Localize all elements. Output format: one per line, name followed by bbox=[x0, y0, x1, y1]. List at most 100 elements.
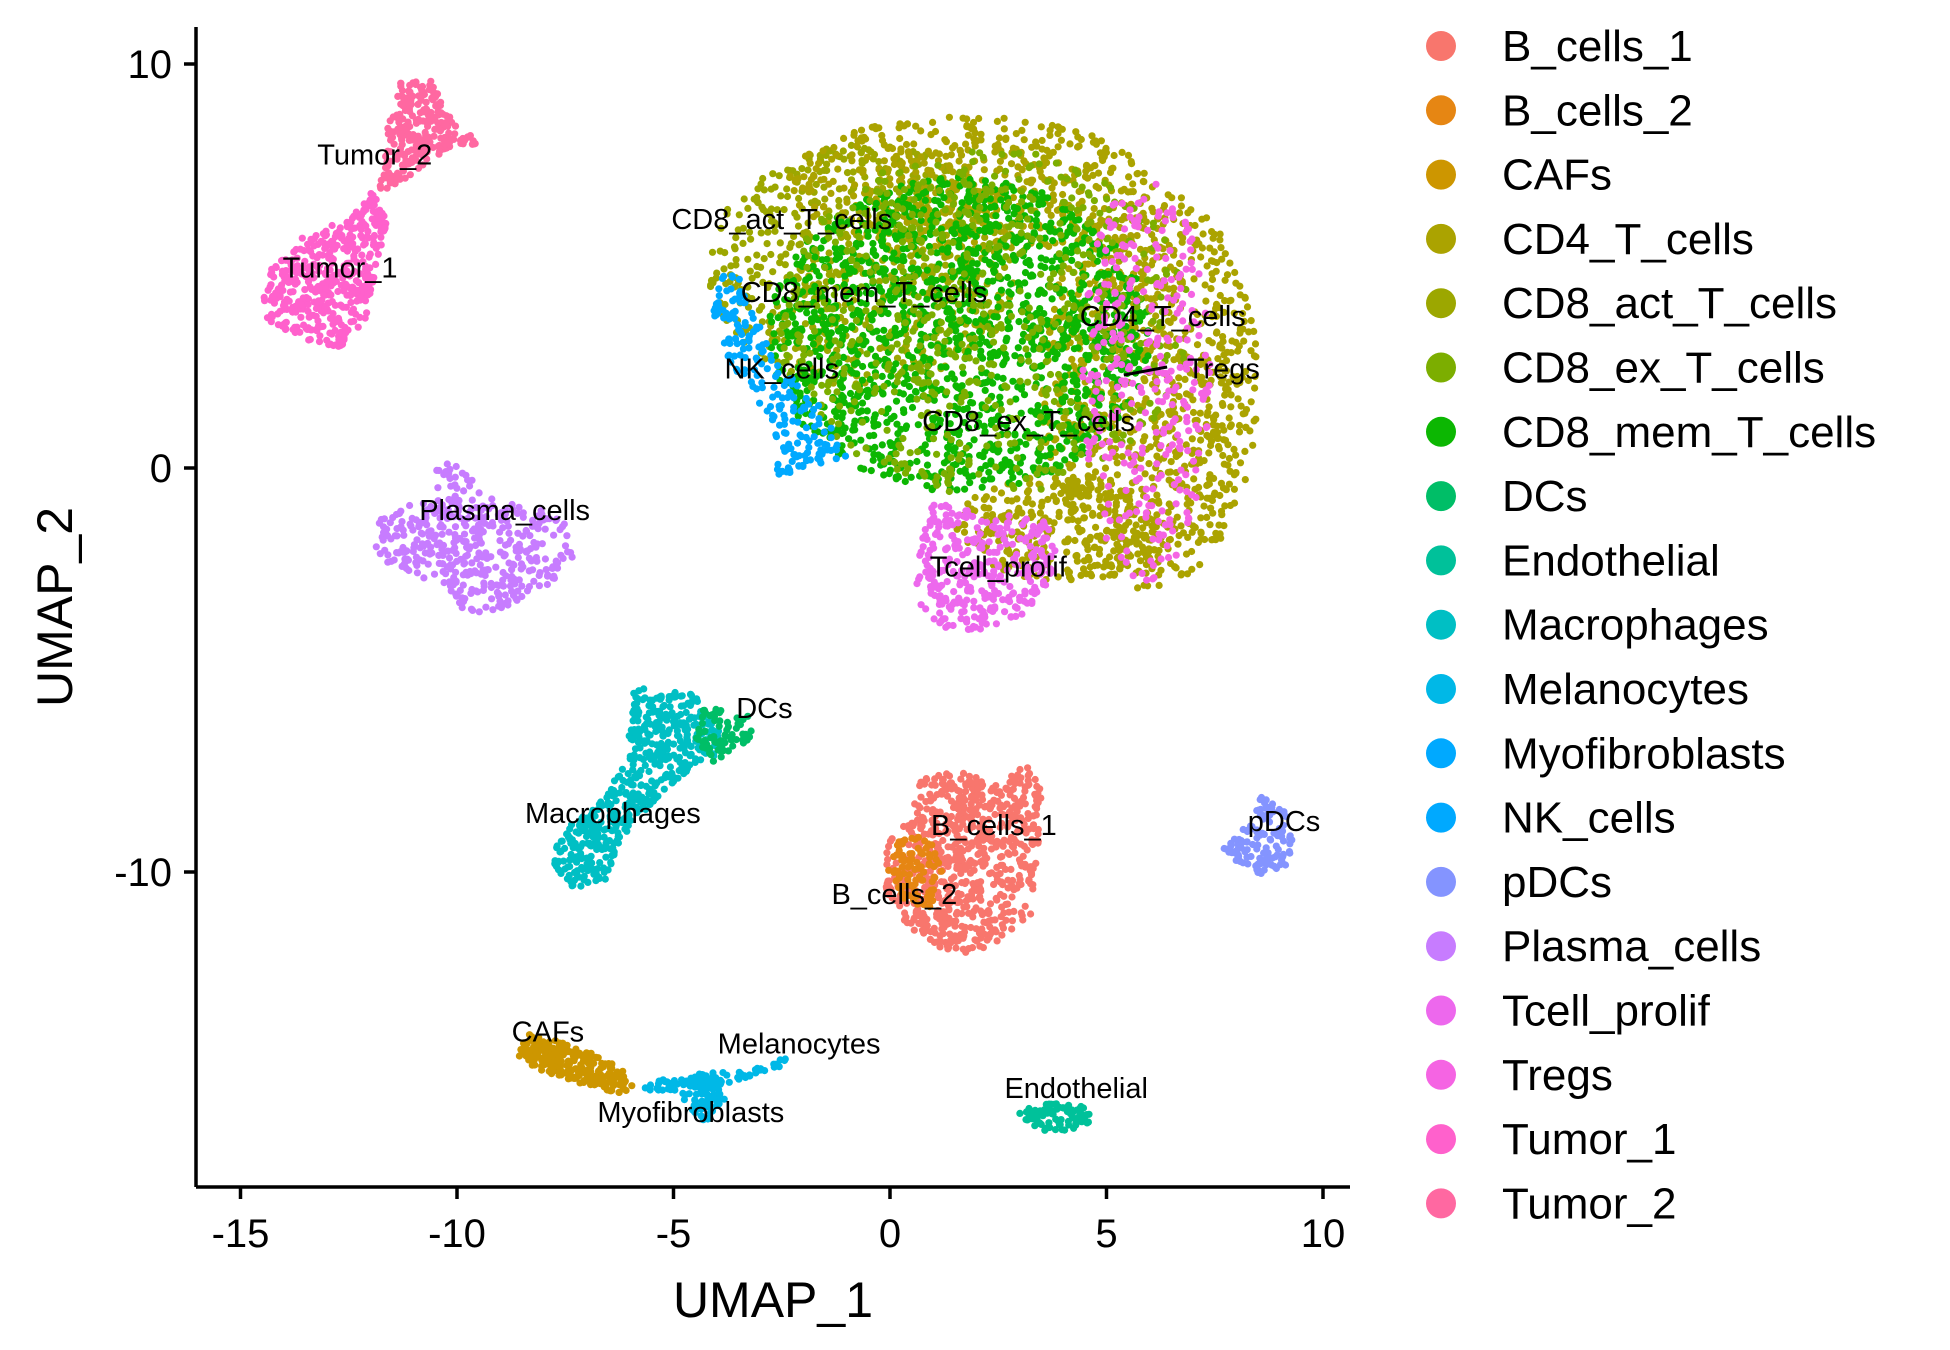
data-point bbox=[767, 185, 775, 193]
data-point bbox=[933, 481, 941, 489]
data-point bbox=[794, 222, 803, 230]
data-point bbox=[344, 235, 353, 243]
data-point bbox=[1027, 206, 1035, 214]
data-point bbox=[1227, 391, 1235, 399]
data-point bbox=[905, 395, 913, 403]
data-point bbox=[301, 286, 309, 294]
data-point bbox=[968, 125, 976, 133]
data-point bbox=[768, 318, 776, 326]
data-point bbox=[760, 186, 768, 194]
data-point bbox=[902, 140, 911, 149]
data-point bbox=[879, 242, 887, 250]
data-point bbox=[905, 351, 913, 359]
data-point bbox=[1017, 385, 1025, 393]
data-point bbox=[1108, 165, 1116, 173]
data-point bbox=[1186, 391, 1194, 399]
data-point bbox=[1237, 402, 1245, 410]
data-point bbox=[758, 303, 766, 311]
data-point bbox=[306, 335, 314, 344]
data-point bbox=[1192, 241, 1200, 249]
data-point bbox=[909, 264, 917, 272]
data-point bbox=[1006, 398, 1014, 406]
data-point bbox=[987, 203, 995, 211]
data-point bbox=[1110, 547, 1118, 555]
data-point bbox=[1139, 437, 1147, 445]
data-point bbox=[952, 220, 960, 228]
data-point bbox=[901, 477, 909, 486]
data-point bbox=[354, 323, 362, 331]
data-point bbox=[384, 147, 392, 155]
data-point bbox=[1184, 533, 1192, 542]
data-point bbox=[1035, 242, 1044, 250]
data-point bbox=[802, 235, 811, 243]
data-point bbox=[1017, 356, 1025, 364]
data-point bbox=[880, 157, 889, 165]
data-point bbox=[1205, 475, 1213, 483]
data-point bbox=[350, 252, 358, 260]
data-point bbox=[981, 256, 989, 264]
data-point bbox=[923, 461, 932, 469]
data-point bbox=[1037, 502, 1045, 510]
data-point bbox=[340, 262, 348, 270]
data-point bbox=[1016, 213, 1024, 221]
data-point bbox=[1065, 490, 1073, 498]
data-point bbox=[421, 128, 429, 136]
data-point bbox=[870, 150, 879, 159]
data-point bbox=[1109, 346, 1117, 354]
data-point bbox=[1172, 564, 1180, 572]
data-point bbox=[466, 132, 474, 140]
data-point bbox=[1132, 521, 1140, 529]
data-point bbox=[899, 256, 907, 264]
data-point bbox=[315, 338, 324, 346]
data-point bbox=[1247, 347, 1255, 355]
data-point bbox=[1021, 279, 1029, 287]
data-point bbox=[1037, 123, 1045, 131]
data-point bbox=[1150, 546, 1159, 554]
data-point bbox=[1101, 464, 1110, 472]
data-point bbox=[322, 302, 330, 310]
data-point bbox=[783, 185, 791, 193]
data-point bbox=[377, 241, 385, 249]
data-point bbox=[912, 388, 920, 396]
data-point bbox=[313, 254, 321, 262]
data-point bbox=[892, 152, 900, 160]
data-point bbox=[406, 171, 414, 179]
data-point bbox=[1059, 335, 1067, 344]
data-point bbox=[970, 238, 979, 246]
data-point bbox=[795, 201, 804, 209]
data-point bbox=[349, 243, 357, 252]
data-point bbox=[887, 372, 895, 380]
data-point bbox=[1074, 334, 1082, 342]
data-point bbox=[1031, 383, 1039, 391]
data-point bbox=[971, 493, 979, 502]
data-point bbox=[937, 363, 945, 371]
data-point bbox=[747, 235, 755, 243]
data-point bbox=[1078, 239, 1087, 247]
data-point bbox=[1225, 454, 1233, 463]
data-point bbox=[1222, 367, 1230, 375]
data-point bbox=[862, 337, 870, 345]
data-point bbox=[1052, 480, 1060, 488]
data-point bbox=[1225, 480, 1233, 488]
data-point bbox=[1221, 250, 1229, 258]
data-point bbox=[433, 125, 441, 133]
data-point bbox=[776, 239, 784, 247]
data-point bbox=[1197, 356, 1205, 364]
data-point bbox=[962, 140, 970, 148]
data-point bbox=[1145, 460, 1153, 468]
data-point bbox=[1068, 355, 1076, 363]
data-point bbox=[893, 354, 902, 362]
data-point bbox=[735, 211, 743, 219]
data-point bbox=[1080, 557, 1088, 565]
data-point bbox=[315, 267, 323, 276]
data-point bbox=[1177, 194, 1185, 202]
data-point bbox=[1222, 357, 1231, 365]
data-point bbox=[962, 444, 970, 452]
data-point bbox=[308, 269, 316, 277]
data-point bbox=[875, 158, 883, 166]
data-point bbox=[285, 297, 293, 305]
data-point bbox=[977, 130, 985, 138]
data-point bbox=[415, 92, 423, 100]
data-point bbox=[1214, 355, 1222, 363]
data-point bbox=[1022, 440, 1030, 448]
